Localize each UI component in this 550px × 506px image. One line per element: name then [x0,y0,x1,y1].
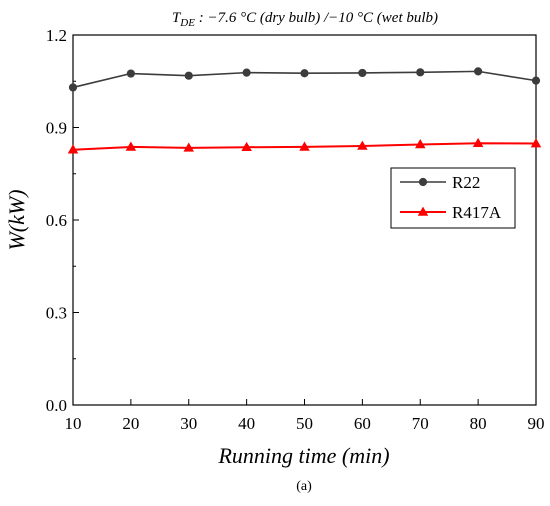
data-point-r22 [474,67,483,76]
x-tick-label: 70 [412,414,429,433]
x-tick-label: 90 [528,414,545,433]
x-tick-label: 40 [238,414,255,433]
data-point-r417a [183,142,195,152]
legend-label-r417a: R417A [452,203,502,222]
series-r417a [67,137,542,154]
data-point-r22 [242,68,251,77]
data-point-r417a [299,141,310,151]
data-point-r417a [472,137,484,148]
y-tick-label: 1.2 [46,26,67,45]
series-r22 [68,67,541,92]
legend: R22 R417A [390,167,516,229]
x-axis-title: Running time (min) [217,443,389,468]
legend-box [390,167,516,229]
data-point-r22 [531,76,541,85]
data-point-r22 [300,69,309,78]
chart-title-rest: : −7.6 °C (dry bulb) /−10 °C (wet bulb) [195,10,438,26]
chart-title-subscript: DE [179,17,195,29]
y-tick-label: 0.6 [46,211,67,230]
y-tick-label: 0.0 [46,396,67,415]
data-point-r417a [530,138,542,148]
x-tick-label: 60 [354,414,371,433]
data-point-r417a [241,141,252,152]
x-tick-label: 80 [470,414,487,433]
y-tick-label: 0.3 [46,304,67,323]
data-point-r417a [414,139,426,149]
x-tick-label: 30 [180,414,197,433]
x-axis-ticks: 10 20 30 40 50 60 70 80 90 [65,399,545,433]
data-point-r417a [357,140,368,150]
data-point-r417a [125,141,137,151]
series-layer [67,67,542,154]
y-axis-ticks: 0.0 0.3 0.6 0.9 1.2 [46,26,79,415]
legend-label-r22: R22 [452,173,480,192]
legend-marker-r417a [417,206,429,216]
y-tick-label: 0.9 [46,119,67,138]
x-tick-label: 10 [65,414,82,433]
data-point-r417a [67,144,79,154]
data-point-r22 [416,68,425,77]
y-axis-title: W(kW) [4,189,29,250]
legend-marker-r22 [418,177,428,187]
chart-title-symbol: T [172,10,182,26]
data-point-r22 [358,68,367,78]
data-point-r22 [126,69,135,78]
chart-title: TDE : −7.6 °C (dry bulb) /−10 °C (wet bu… [172,10,438,29]
x-tick-label: 20 [122,414,139,433]
figure-caption: (a) [296,479,312,494]
x-tick-label: 50 [296,414,313,433]
legend-items: R22 R417A [400,173,502,222]
data-point-r22 [184,71,193,80]
data-point-r22 [68,83,78,92]
